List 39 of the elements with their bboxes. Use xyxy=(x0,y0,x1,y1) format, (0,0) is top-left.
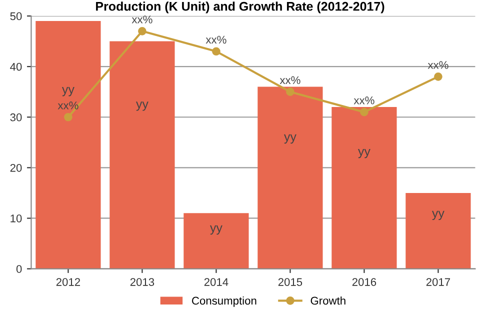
y-tick-label: 50 xyxy=(10,12,22,20)
bar xyxy=(36,21,101,269)
bar xyxy=(406,192,471,269)
y-tick-label: 0 xyxy=(16,265,22,273)
legend-label: Growth xyxy=(310,296,346,305)
x-tick-label: 2016 xyxy=(352,278,376,286)
x-tick-label: 2012 xyxy=(56,278,80,286)
data-label: xx% xyxy=(132,16,152,24)
y-tick-label: 40 xyxy=(10,62,22,71)
data-label: yy xyxy=(136,102,148,111)
point xyxy=(138,27,146,36)
data-label: xx% xyxy=(354,96,374,104)
point xyxy=(212,47,220,56)
bar xyxy=(332,107,397,269)
x-tick-label: 2015 xyxy=(278,278,302,286)
data-label: yy xyxy=(358,148,370,158)
point xyxy=(360,108,368,116)
point xyxy=(64,112,72,122)
data-label: yy xyxy=(432,210,444,220)
y-tick-label: 30 xyxy=(10,113,22,122)
data-label: xx% xyxy=(280,76,300,84)
chart-title: Production (K Unit) and Growth Rate (2012-2017) xyxy=(96,2,384,14)
x-tick-label: 2014 xyxy=(204,278,228,286)
x-tick-label: 2017 xyxy=(426,278,450,286)
data-label: xx% xyxy=(428,61,448,69)
point xyxy=(286,88,294,96)
x-tick-label: 2013 xyxy=(130,278,154,286)
data-label: xx% xyxy=(206,36,226,44)
bar xyxy=(184,213,249,269)
legend-label: Consumption xyxy=(192,296,256,307)
y-tick-label: 10 xyxy=(10,214,22,222)
data-label: yy xyxy=(210,225,222,235)
data-label: yy xyxy=(62,87,74,96)
point xyxy=(434,72,442,81)
data-label: xx% xyxy=(58,102,78,110)
bar xyxy=(110,41,175,269)
bar xyxy=(258,86,323,269)
data-label: yy xyxy=(284,134,296,144)
y-tick-label: 20 xyxy=(10,164,22,172)
